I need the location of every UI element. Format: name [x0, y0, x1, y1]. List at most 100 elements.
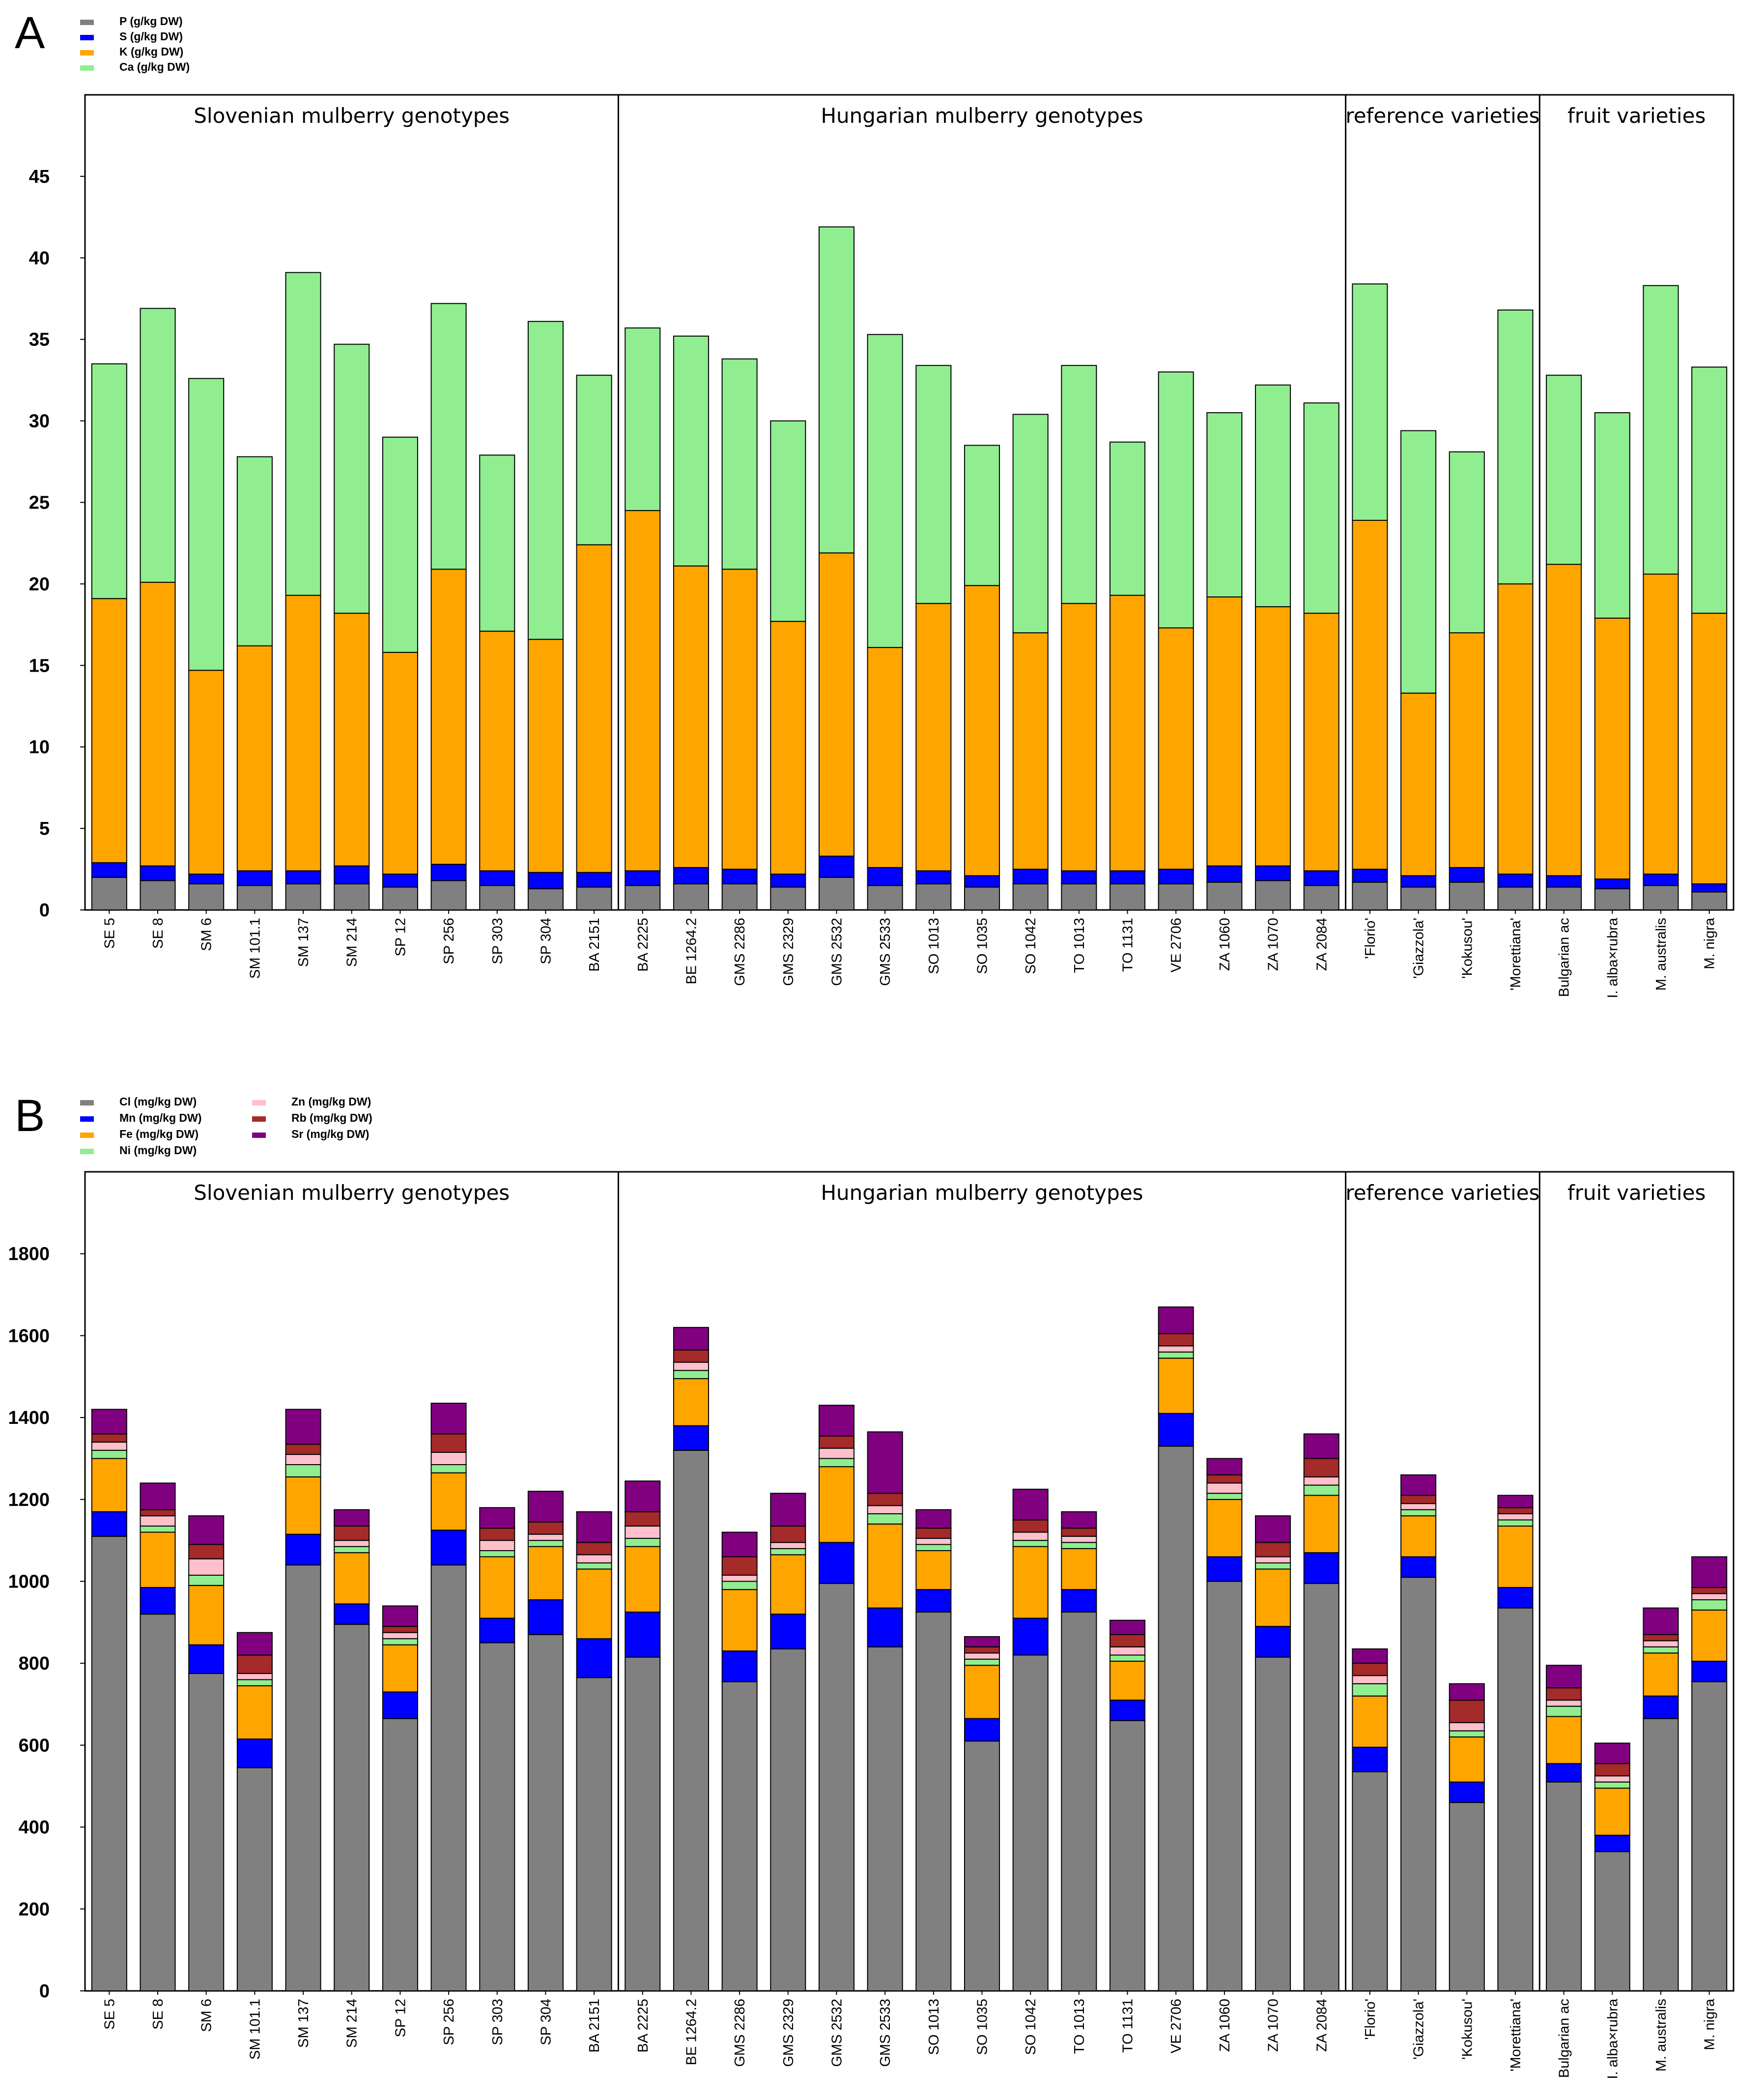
panel-b-bar-segment [1206, 1556, 1243, 1582]
panel-b-bar-segment [1400, 1503, 1437, 1510]
panel-a-bar-segment [1400, 886, 1437, 910]
panel-b-group-label: reference varieties [1345, 1181, 1539, 1205]
panel-a-bar-segment [1110, 883, 1146, 910]
panel-b-bar-segment [576, 1638, 612, 1678]
panel-b-bar-stack [236, 1632, 273, 1991]
panel-b-bar-segment [915, 1589, 952, 1613]
panel-a-x-tick-label: SE 8 [150, 918, 166, 949]
panel-b-bar-segment [1061, 1535, 1097, 1543]
legend-swatch [252, 1133, 266, 1138]
panel-b-legend-item: Zn (mg/kg DW) [252, 1095, 371, 1108]
panel-a-bar-segment [188, 874, 225, 884]
panel-a-x-tick-label: SP 304 [538, 918, 554, 964]
panel-b-bar-segment [1546, 1763, 1582, 1783]
panel-b-bar-segment [1691, 1587, 1728, 1594]
panel-b-x-tick-label: SE 5 [102, 1999, 117, 2030]
panel-a-y-tick-label: 15 [29, 655, 50, 676]
panel-b-bar-segment [285, 1533, 321, 1566]
panel-b-bar-segment [285, 1409, 321, 1445]
panel-b-bar-segment [1158, 1358, 1194, 1414]
panel-a-bar-segment [334, 343, 370, 614]
panel-a-bar-segment [964, 886, 1000, 910]
panel-b-bar-segment [91, 1442, 127, 1451]
panel-b-bar-segment [236, 1738, 273, 1768]
panel-a-bar-segment [1206, 881, 1243, 910]
panel-b-bar-segment [1352, 1771, 1388, 1991]
panel-a-x-tick-label: SM 6 [199, 918, 215, 951]
panel-b-bar-segment [1158, 1306, 1194, 1334]
panel-a-bar-segment [1352, 519, 1388, 870]
panel-b-x-tick-label: SP 12 [393, 1999, 408, 2037]
panel-a-bar-segment [140, 582, 176, 867]
panel-b-bar-segment [625, 1525, 661, 1539]
panel-b-bar-segment [430, 1472, 467, 1531]
panel-b-bar-segment [1255, 1562, 1291, 1570]
panel-b-bar-segment [91, 1449, 127, 1459]
panel-a-bar-segment [1497, 874, 1534, 888]
panel-a-bar-segment [1691, 613, 1728, 884]
panel-b-bar-segment [1449, 1722, 1485, 1731]
panel-b-bar-segment [479, 1507, 515, 1529]
panel-b-bar-segment [770, 1554, 806, 1615]
panel-b-bar-segment [1158, 1445, 1194, 1992]
panel-b-bar-segment [334, 1509, 370, 1527]
panel-b-bar-segment [867, 1513, 903, 1525]
panel-a-bar-segment [1303, 870, 1339, 886]
panel-b-bar-segment [1255, 1656, 1291, 1991]
panel-a-bar-stack [1255, 384, 1291, 910]
panel-a-bar-stack [625, 327, 661, 910]
panel-b-bar-segment [867, 1493, 903, 1506]
panel-a-x-tick-label: SM 214 [344, 918, 360, 967]
panel-b-bar-segment [1012, 1654, 1049, 1991]
panel-b-bar-segment [1012, 1617, 1049, 1656]
panel-b-y-tick-label: 1000 [8, 1572, 50, 1592]
panel-a-bar-segment [1158, 869, 1194, 884]
panel-a-bar-stack [964, 445, 1000, 910]
panel-b-bar-segment [1061, 1589, 1097, 1613]
panel-b-bar-segment [1497, 1519, 1534, 1527]
panel-b-x-tick-label: SM 214 [344, 1999, 360, 2048]
panel-b-bar-segment [1643, 1640, 1679, 1647]
panel-b-x-tick-label: 'Florio' [1363, 1999, 1378, 2040]
panel-a: A P (g/kg DW) S (g/kg DW) K (g/kg DW) Ca (g… [15, 8, 1735, 998]
panel-b-bar-segment [236, 1673, 273, 1680]
panel-b-bar-segment [770, 1648, 806, 1992]
panel-b-bar-segment [140, 1531, 176, 1588]
panel-b-bar-stack [1206, 1458, 1243, 1991]
panel-b-bar-stack [334, 1509, 370, 1992]
panel-a-bar-stack [140, 308, 176, 910]
panel-a-bar-segment [1061, 883, 1097, 910]
panel-a-bar-stack [1110, 441, 1146, 910]
panel-a-x-tick-label: SP 256 [441, 918, 457, 964]
panel-b-bar-segment [527, 1599, 564, 1635]
panel-b-bar-segment [867, 1431, 903, 1494]
panel-b-bar-segment [818, 1435, 855, 1449]
panel-b-bar-segment [1303, 1495, 1339, 1554]
panel-a-bar-segment [1691, 883, 1728, 893]
panel-a-bar-segment [867, 647, 903, 868]
panel-b-x-tick-label: SM 6 [199, 1999, 215, 2032]
panel-b-y-tick-label: 800 [19, 1653, 50, 1674]
panel-a-bar-segment [1497, 309, 1534, 585]
panel-b-bar-segment [1158, 1345, 1194, 1353]
panel-a-bar-stack [1206, 412, 1243, 910]
panel-b-bar-segment [1449, 1736, 1485, 1783]
panel-b-bar-segment [1303, 1458, 1339, 1477]
panel-b-y-tick-label: 1400 [8, 1408, 50, 1428]
panel-a-bar-segment [1594, 888, 1630, 910]
panel-a-bar-segment [236, 885, 273, 910]
panel-b-legend: Cl (mg/kg DW) Mn (mg/kg DW) Fe (mg/kg DW) N… [80, 1095, 372, 1157]
panel-a-bar-stack [576, 374, 612, 910]
panel-a-x-tick-label: SE 5 [102, 918, 117, 949]
panel-b-bar-segment [1352, 1747, 1388, 1773]
panel-b-bar-segment [285, 1564, 321, 1991]
panel-b-bar-segment [527, 1540, 564, 1547]
panel-a-bar-segment [382, 652, 418, 875]
panel-a-bar-segment [285, 272, 321, 596]
panel-b-bar-stack [576, 1511, 612, 1992]
panel-a-bar-segment [527, 639, 564, 873]
panel-b-bar-segment [721, 1581, 758, 1590]
panel-b-group-label: Slovenian mulberry genotypes [194, 1181, 510, 1205]
panel-a-x-tick-label: M. nigra [1702, 917, 1718, 969]
panel-b-bar-segment [1497, 1607, 1534, 1991]
